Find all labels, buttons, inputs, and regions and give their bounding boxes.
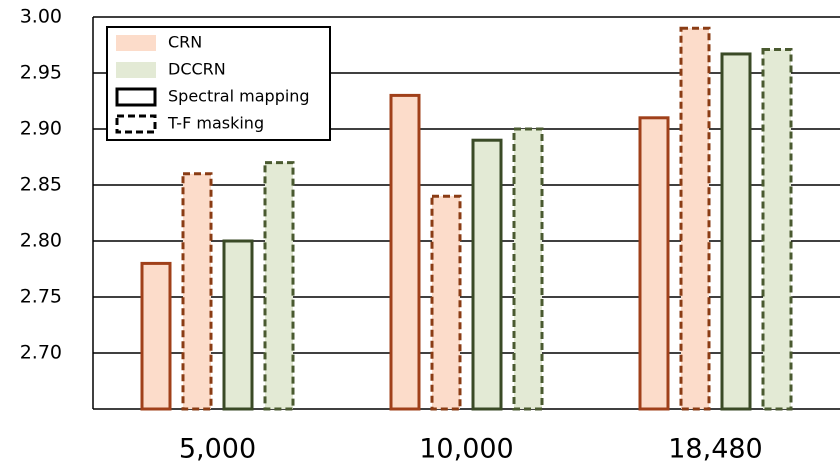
y-tick-label: 2.70 xyxy=(20,342,62,364)
bar xyxy=(140,261,172,411)
bar xyxy=(222,239,254,411)
bar xyxy=(389,93,421,411)
legend-swatch xyxy=(116,35,156,51)
y-tick-label: 2.85 xyxy=(20,174,62,196)
bar xyxy=(638,116,670,411)
legend-swatch xyxy=(115,114,157,134)
legend-label: CRN xyxy=(168,33,202,52)
legend-label: Spectral mapping xyxy=(168,87,310,106)
y-tick-label: 2.80 xyxy=(20,230,62,252)
legend-label: T-F masking xyxy=(167,114,264,133)
legend-swatch xyxy=(116,62,156,78)
y-tick-label: 2.95 xyxy=(20,62,62,84)
y-tick-label: 2.75 xyxy=(20,286,62,308)
y-tick-label: 2.90 xyxy=(20,118,62,140)
x-tick-label: 18,480 xyxy=(668,434,762,465)
bar xyxy=(720,52,752,411)
bar xyxy=(761,47,793,411)
bar xyxy=(679,26,711,411)
bar xyxy=(512,127,544,411)
bar xyxy=(471,138,503,411)
y-tick-label: 3.00 xyxy=(20,6,62,28)
x-tick-label: 5,000 xyxy=(179,434,256,465)
bar xyxy=(263,161,295,411)
legend-label: DCCRN xyxy=(168,60,226,79)
x-tick-label: 10,000 xyxy=(419,434,513,465)
legend-swatch xyxy=(115,87,157,107)
bar xyxy=(181,172,213,411)
bar xyxy=(430,194,462,411)
